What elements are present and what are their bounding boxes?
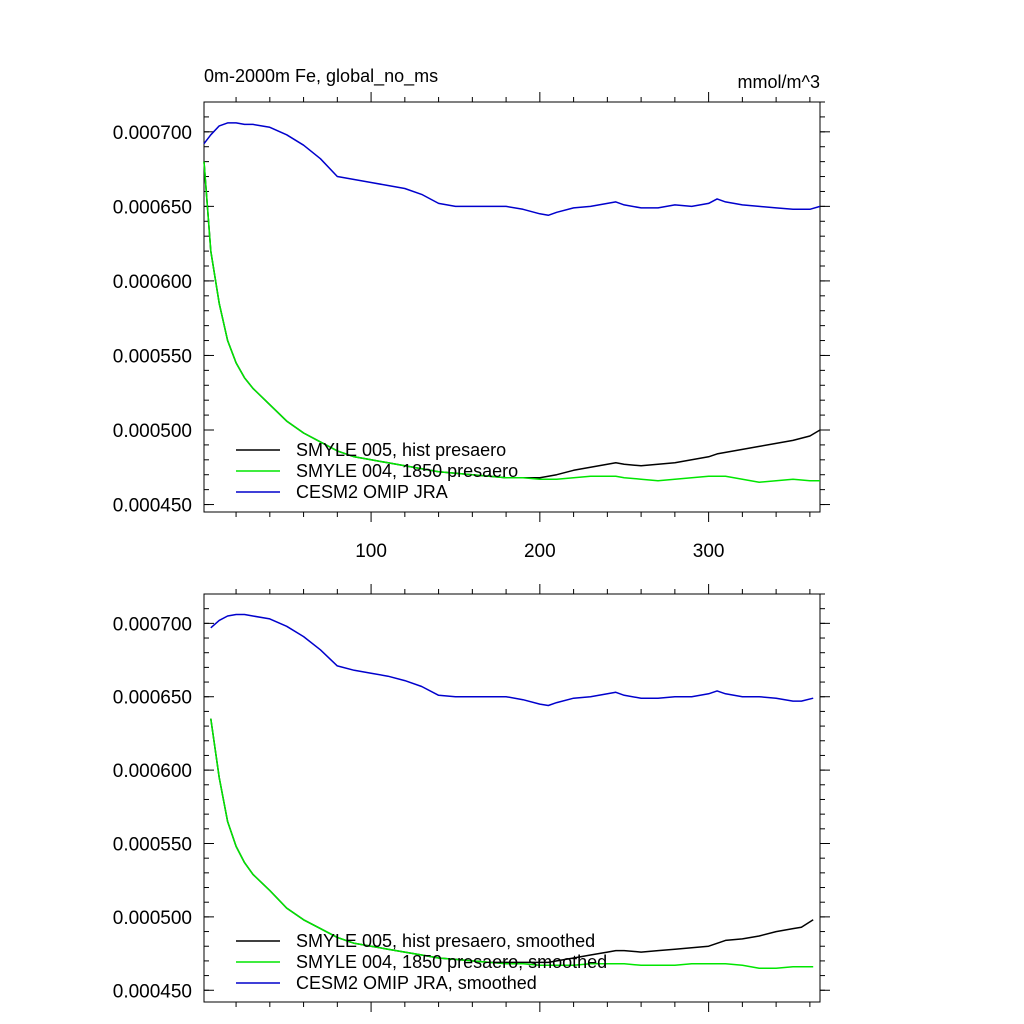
- lower-panel: 0.000450 0.000500 0.000550 0.000600 0.000650…: [113, 584, 830, 1012]
- y-tick-label: 0.000550: [113, 834, 192, 855]
- legend-label-1: SMYLE 004, 1850 presaero: [296, 461, 518, 481]
- series-line-1: [203, 161, 820, 483]
- y-tick-label: 0.000700: [113, 123, 192, 144]
- upper-axes: 0.000450 0.000500 0.000550 0.000600 0.000650…: [113, 92, 830, 562]
- series-line-0: [203, 161, 821, 479]
- legend-label-0: SMYLE 005, hist presaero: [296, 440, 506, 460]
- legend-label-0: SMYLE 005, hist presaero, smoothed: [296, 931, 595, 951]
- y-tick-label: 0.000700: [113, 614, 192, 635]
- series-line-2: [210, 613, 814, 707]
- lower-legend: SMYLE 005, hist presaero, smoothedSMYLE …: [236, 931, 607, 993]
- y-tick-label: 0.000650: [113, 197, 192, 218]
- lower-axes: 0.000450 0.000500 0.000550 0.000600 0.000650…: [113, 584, 830, 1012]
- upper-panel: 0m-2000m Fe, global_no_ms mmol/m^3 0.000…: [113, 66, 830, 562]
- x-tick-label: 200: [524, 541, 556, 562]
- legend-label-1: SMYLE 004, 1850 presaero, smoothed: [296, 952, 607, 972]
- y-tick-label: 0.000600: [113, 761, 192, 782]
- plot-frame: [203, 593, 821, 1003]
- y-tick-label: 0.000600: [113, 272, 192, 293]
- legend-label-2: CESM2 OMIP JRA: [296, 482, 448, 502]
- series-line-2: [203, 122, 821, 217]
- x-tick-label: 100: [355, 541, 387, 562]
- series-line-0: [210, 718, 814, 964]
- series-line-1: [210, 718, 814, 969]
- plot-frame: [203, 101, 821, 513]
- y-tick-label: 0.000550: [113, 346, 192, 367]
- y-tick-label: 0.000450: [113, 981, 192, 1002]
- y-tick-label: 0.000500: [113, 421, 192, 442]
- x-tick-label: 300: [693, 541, 725, 562]
- y-tick-label: 0.000450: [113, 496, 192, 517]
- y-tick-label: 0.000650: [113, 688, 192, 709]
- upper-series: [203, 122, 821, 483]
- legend-label-2: CESM2 OMIP JRA, smoothed: [296, 973, 537, 993]
- upper-units: mmol/m^3: [738, 72, 820, 92]
- upper-title: 0m-2000m Fe, global_no_ms: [204, 66, 438, 87]
- y-tick-label: 0.000500: [113, 908, 192, 929]
- lower-series: [210, 613, 814, 969]
